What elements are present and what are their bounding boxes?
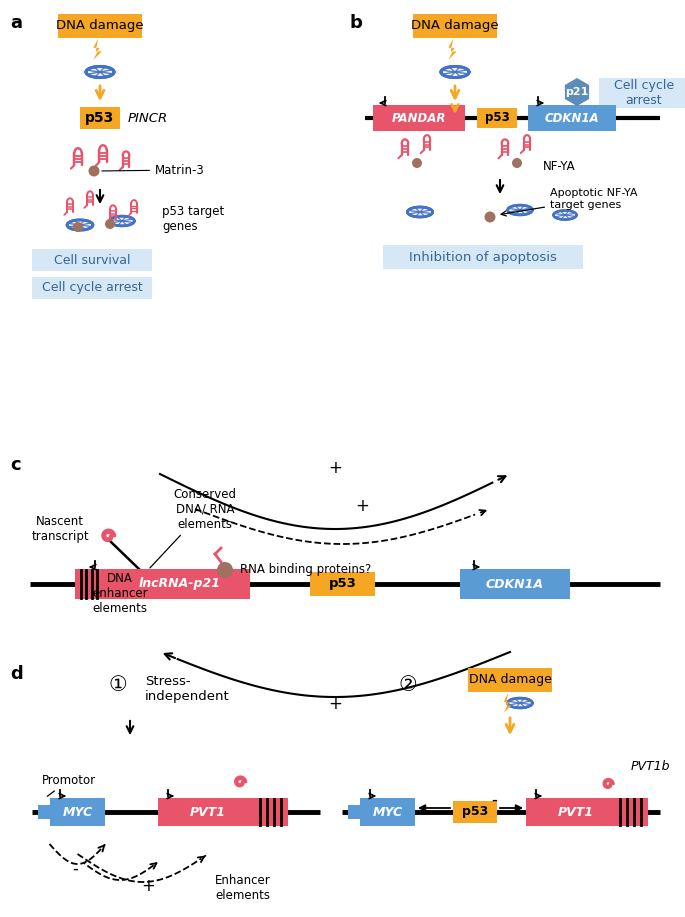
Text: DNA damage: DNA damage [469, 673, 551, 687]
Circle shape [484, 212, 495, 223]
Bar [373, 105, 465, 131]
Polygon shape [503, 693, 512, 713]
Text: p21: p21 [565, 87, 588, 97]
Bar [158, 798, 288, 826]
Circle shape [88, 165, 99, 176]
Text: -: - [73, 860, 79, 878]
Bar [80, 107, 120, 129]
Text: Enhancer
elements: Enhancer elements [215, 874, 271, 902]
Text: +: + [328, 695, 342, 713]
Text: PVT1: PVT1 [558, 805, 594, 819]
Bar [460, 569, 570, 599]
Text: lncRNA-p21: lncRNA-p21 [139, 578, 221, 591]
Circle shape [73, 222, 83, 232]
Bar [468, 668, 552, 692]
Bar [413, 14, 497, 38]
Text: p53 target
genes: p53 target genes [162, 205, 224, 233]
Bar [360, 798, 415, 826]
Text: p53: p53 [462, 805, 488, 819]
Bar [599, 78, 685, 108]
Bar [58, 14, 142, 38]
Text: p53: p53 [86, 111, 114, 125]
Text: +: + [141, 877, 155, 895]
Text: Cell cycle arrest: Cell cycle arrest [42, 282, 142, 294]
Bar [50, 798, 105, 826]
Text: Conserved
DNA/ RNA
elements: Conserved DNA/ RNA elements [150, 488, 236, 568]
Text: Matrin-3: Matrin-3 [102, 163, 205, 176]
Bar [383, 245, 583, 269]
Text: DNA
enhancer
elements: DNA enhancer elements [92, 572, 148, 615]
Text: -: - [492, 791, 497, 809]
Polygon shape [565, 78, 589, 106]
Bar [528, 105, 616, 131]
Bar [32, 277, 152, 299]
Text: Promotor: Promotor [42, 774, 96, 796]
Text: Apoptotic NF-YA
target genes: Apoptotic NF-YA target genes [501, 188, 638, 216]
Bar [38, 805, 50, 819]
Text: Stress-
independent: Stress- independent [145, 675, 229, 703]
Text: Cell cycle
arrest: Cell cycle arrest [614, 79, 674, 107]
Text: p53: p53 [329, 578, 356, 591]
Circle shape [217, 562, 233, 578]
Text: CDKN1A: CDKN1A [545, 112, 599, 125]
Text: ②: ② [399, 675, 417, 695]
Text: c: c [10, 456, 21, 474]
Text: DNA damage: DNA damage [411, 19, 499, 32]
Text: Cell survival: Cell survival [53, 253, 130, 267]
Bar [75, 569, 250, 599]
Circle shape [512, 158, 522, 168]
Bar [477, 108, 517, 128]
Text: +: + [356, 497, 369, 515]
Text: RNA binding proteins?: RNA binding proteins? [240, 564, 371, 577]
Bar [526, 798, 648, 826]
Text: DNA damage: DNA damage [56, 19, 144, 32]
Bar [310, 572, 375, 596]
Circle shape [105, 219, 115, 229]
Text: ①: ① [109, 675, 127, 695]
Text: PINCR: PINCR [128, 112, 169, 125]
Text: Nascent
transcript: Nascent transcript [32, 515, 89, 543]
Text: p53: p53 [484, 112, 510, 125]
Circle shape [412, 158, 422, 168]
Text: +: + [328, 459, 342, 477]
Text: MYC: MYC [373, 805, 403, 819]
Text: d: d [10, 665, 23, 683]
Text: PVT1: PVT1 [190, 805, 226, 819]
Text: Inhibition of apoptosis: Inhibition of apoptosis [409, 250, 557, 263]
Text: PANDAR: PANDAR [392, 112, 446, 125]
Bar [453, 801, 497, 823]
Text: NF-YA: NF-YA [543, 160, 575, 173]
Bar [348, 805, 360, 819]
Text: PVT1b: PVT1b [631, 760, 671, 773]
Text: b: b [350, 14, 363, 32]
Text: CDKN1A: CDKN1A [486, 578, 544, 591]
Text: MYC: MYC [62, 805, 92, 819]
Bar [32, 249, 152, 271]
Polygon shape [449, 39, 457, 60]
Text: a: a [10, 14, 22, 32]
Polygon shape [93, 39, 102, 60]
